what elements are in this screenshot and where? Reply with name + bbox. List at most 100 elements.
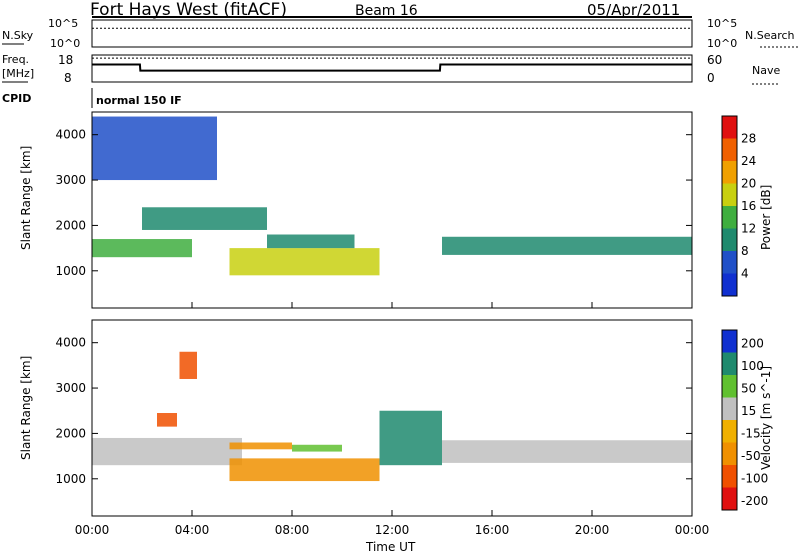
x-tick-label: 16:00 [475,523,510,537]
noise-tick-high: 10^5 [48,17,78,30]
power-colorbar-tick: 16 [741,199,756,213]
velocity-colorbar-tick: -200 [741,494,768,508]
colorbar-segment [722,352,737,375]
data-region [267,234,355,249]
data-region [179,351,197,379]
power-colorbar-tick: 24 [741,154,756,168]
colorbar-segment [722,251,737,274]
data-region [442,236,692,255]
colorbar-segment [722,138,737,161]
date-title: 05/Apr/2011 [587,1,680,19]
x-tick-label: 20:00 [575,523,610,537]
freq-label-1: Freq. [2,53,29,66]
y-tick-label: 2000 [55,426,86,440]
x-axis-ticks: 00:00 04:00 08:00 12:00 16:00 20:00 00:00 [75,302,710,537]
freq-label-2: [MHz] [2,67,34,80]
y-tick-label: 4000 [55,336,86,350]
data-region [442,440,692,463]
colorbar-frame [721,329,738,511]
power-colorbar-tick: 4 [741,267,749,281]
colorbar-segment [722,228,737,251]
noise-tick-high-right: 10^5 [707,17,737,30]
colorbar-segment [722,375,737,398]
nsearch-label: N.Search [745,29,795,42]
noise-tick-low: 10^0 [50,37,80,50]
freq-series-line [92,63,692,72]
data-region [142,207,267,230]
velocity-colorbar-tick: 15 [741,404,756,418]
x-tick-label: 12:00 [375,523,410,537]
colorbar-segment [722,183,737,206]
velocity-panel: 1000 2000 3000 4000 Slant Range [km] 200 100… [19,319,773,517]
freq-tick-low: 8 [64,71,72,85]
data-region [157,413,177,427]
colorbar-segment [722,397,737,420]
y-tick-label: 3000 [55,381,86,395]
colorbar-frame [721,115,738,297]
power-panel: 1000 2000 3000 4000 Slant Range [km] 4 8 12 16… [19,111,773,309]
nave-label: Nave [752,64,780,77]
power-colorbar: 4 8 12 16 20 24 28 [721,115,756,297]
y-tick-label: 1000 [55,472,86,486]
velocity-colorbar-tick: 100 [741,359,764,373]
power-colorbar-tick: 20 [741,177,756,191]
data-region [229,458,380,482]
frequency-panel: Freq. [MHz] 18 8 60 0 Nave [2,53,780,85]
power-colorbar-tick: 28 [741,132,756,146]
velocity-colorbar-tick: 200 [741,336,764,350]
noise-panel: N.Sky 10^5 10^0 10^5 10^0 N.Search [2,16,798,50]
data-region [92,116,217,181]
power-ylabel: Slant Range [km] [19,146,33,250]
y-tick-label: 2000 [55,218,86,232]
nave-tick-low: 0 [707,71,715,85]
x-tick-label: 00:00 [675,523,710,537]
frequency-panel-frame [91,54,693,83]
y-tick-label: 3000 [55,173,86,187]
x-tick-label: 04:00 [175,523,210,537]
velocity-colorbar-tick: 50 [741,381,756,395]
velocity-colorbar-tick: -50 [741,449,761,463]
nave-tick-high: 60 [707,53,722,67]
colorbar-segment [722,487,737,510]
velocity-y-ticks: 1000 2000 3000 4000 [55,336,692,486]
station-title: Fort Hays West (fitACF) [90,0,287,20]
power-y-ticks: 1000 2000 3000 4000 [55,128,692,278]
x-axis-label: Time UT [365,540,416,554]
velocity-ylabel: Slant Range [km] [19,356,33,460]
colorbar-segment [722,273,737,296]
colorbar-segment [722,465,737,488]
velocity-colorbar: 200 100 50 15 -15 -50 -100 -200 [721,329,768,511]
x-tick-label: 08:00 [275,523,310,537]
velocity-colorbar-tick: -100 [741,471,768,485]
data-region [92,437,242,466]
y-tick-label: 4000 [55,128,86,142]
data-region [229,248,380,276]
colorbar-segment [722,330,737,353]
power-colorbar-tick: 8 [741,244,749,258]
noise-tick-low-right: 10^0 [707,37,737,50]
cpid-value: normal 150 IF [96,94,182,107]
beam-title: Beam 16 [355,3,418,19]
power-colorbar-label: Power [dB] [759,185,773,250]
colorbar-segment [722,442,737,465]
x-tick-label: 00:00 [75,523,110,537]
noise-panel-frame [91,19,693,48]
colorbar-segment [722,161,737,184]
colorbar-segment [722,116,737,139]
velocity-colorbar-tick: -15 [741,426,761,440]
nsky-label: N.Sky [2,29,34,42]
velocity-colorbar-label: Velocity [m s^-1] [759,366,773,470]
cpid-label: CPID [2,92,31,105]
data-region [379,410,442,466]
colorbar-segment [722,420,737,443]
data-region [292,444,342,452]
y-tick-label: 1000 [55,264,86,278]
data-region [92,239,192,258]
freq-tick-high: 18 [58,53,73,67]
data-region [229,442,292,450]
power-data-cells [92,116,692,276]
colorbar-segment [722,206,737,229]
velocity-data-cells [92,351,692,482]
power-colorbar-tick: 12 [741,222,756,236]
